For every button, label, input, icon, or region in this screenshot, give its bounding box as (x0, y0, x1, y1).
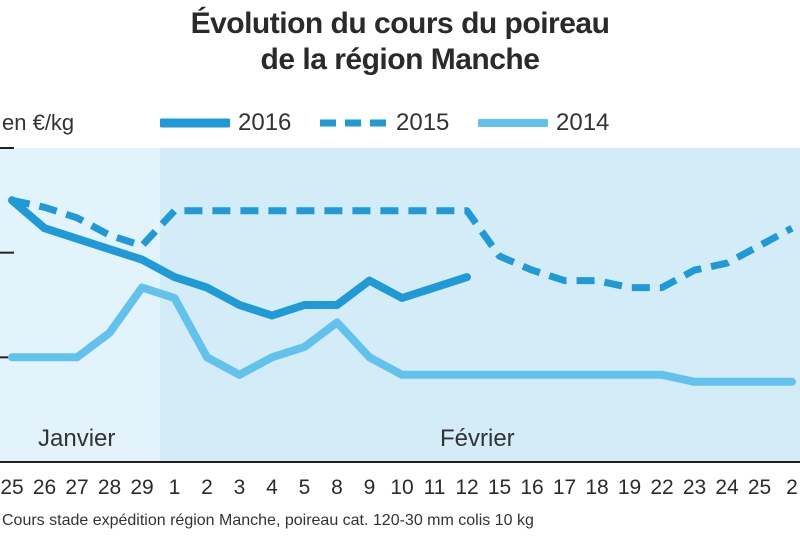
month-label-fevrier: Février (440, 425, 515, 452)
line-chart: Janvier Février 25 26 27 28 29 1 2 3 4 5 8 9 10 11 12 1… (0, 147, 800, 499)
legend-swatch-2015 (320, 119, 386, 127)
legend-item-2014: 2014 (478, 108, 609, 138)
x-tick-label: 2 (786, 476, 798, 499)
month-band-janvier (0, 148, 160, 462)
month-band-fevrier (160, 148, 800, 462)
series-line-2014 (8, 283, 796, 386)
x-tick-label: 26 (33, 476, 56, 499)
legend-label-2015: 2015 (396, 109, 450, 136)
legend-item-2016: 2016 (160, 108, 291, 138)
series-lines (8, 196, 796, 386)
month-label-janvier: Janvier (38, 425, 115, 452)
x-tick-label: 23 (683, 476, 706, 499)
x-tick-labels: 25 26 27 28 29 1 2 3 4 5 8 9 10 11 12 15 16 17 18 19 22 23 24 2… (0, 476, 798, 499)
y-axis-unit: en €/kg (2, 110, 75, 135)
legend-item-2015: 2015 (318, 108, 449, 138)
x-tick-label: 25 (748, 476, 771, 499)
x-tick-label: 19 (618, 476, 641, 499)
x-tick-label: 18 (585, 476, 608, 499)
chart-title-line-1: Évolution du cours du poireau (190, 7, 610, 40)
x-tick-label: 8 (331, 476, 343, 499)
legend-swatch-2014 (478, 119, 548, 127)
legend-label-2016: 2016 (238, 109, 292, 136)
x-tick-label: 2 (201, 476, 213, 499)
x-tick-label: 5 (299, 476, 311, 499)
legend-label-2014: 2014 (556, 109, 610, 136)
chart-title: Évolution du cours du poireau de la régi… (0, 6, 800, 78)
x-tick-label: 29 (130, 476, 153, 499)
x-tick-label: 15 (488, 476, 511, 499)
source-note: Cours stade expédition région Manche, po… (2, 512, 534, 529)
x-tick-label: 3 (234, 476, 246, 499)
x-tick-label: 24 (715, 476, 739, 499)
legend-swatch-2016 (160, 118, 230, 128)
x-tick-label: 25 (0, 476, 23, 499)
x-tick-label: 1 (169, 476, 181, 499)
x-tick-label: 10 (390, 476, 413, 499)
x-tick-label: 28 (98, 476, 121, 499)
series-line-2016 (8, 196, 471, 320)
series-line-2015 (11, 196, 794, 292)
x-tick-label: 22 (650, 476, 673, 499)
x-tick-label: 17 (553, 476, 576, 499)
x-tick-label: 11 (424, 476, 446, 499)
x-tick-label: 16 (520, 476, 543, 499)
x-tick-label: 9 (364, 476, 376, 499)
x-tick-label: 12 (455, 476, 478, 499)
chart-title-line-2: de la région Manche (260, 43, 540, 76)
x-tick-label: 27 (65, 476, 88, 499)
x-tick-label: 4 (266, 476, 278, 499)
